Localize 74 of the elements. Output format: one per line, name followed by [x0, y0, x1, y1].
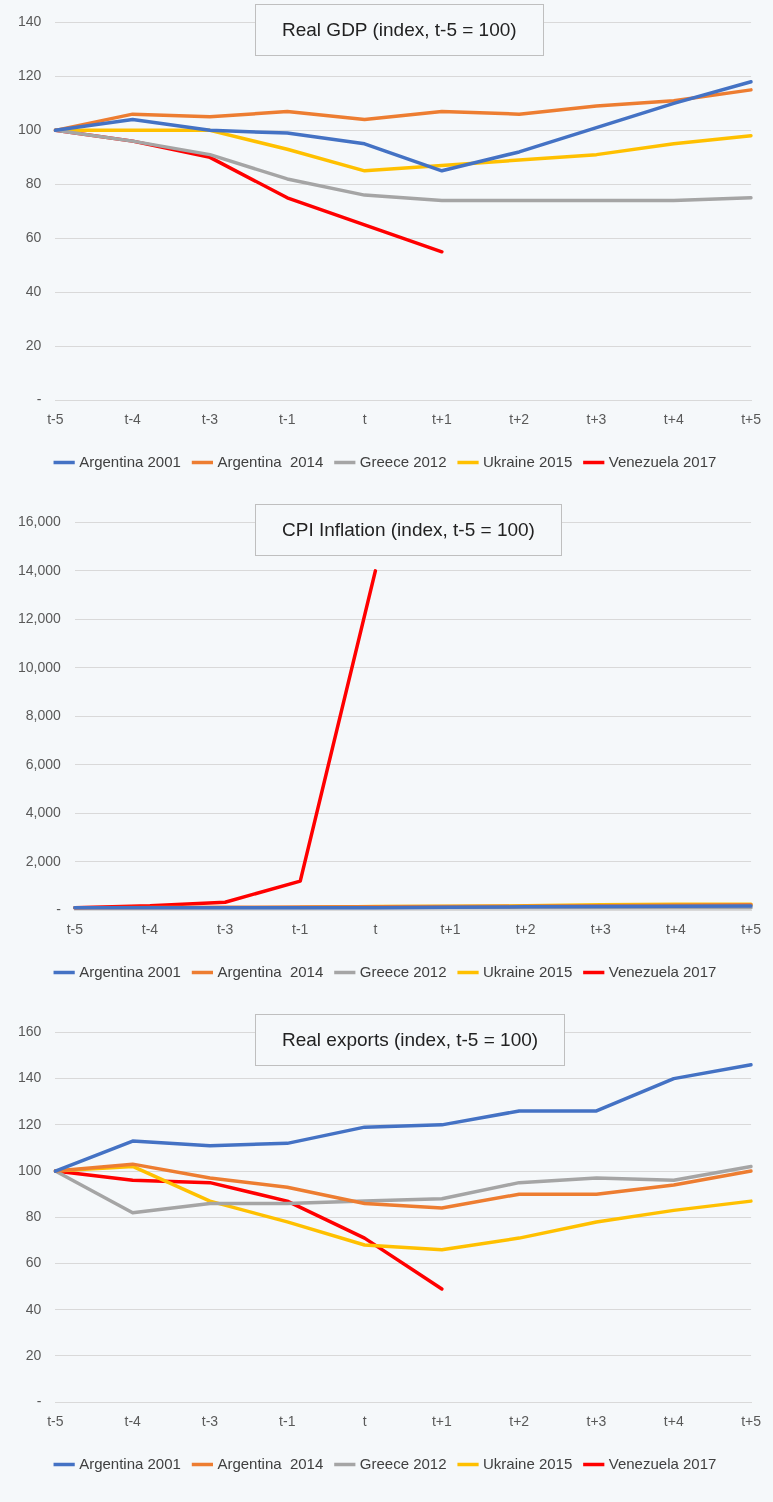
legend-label: Ukraine 2015 — [483, 452, 573, 470]
y-tick-label: 4,000 — [25, 804, 62, 821]
y-tick-label: 60 — [25, 229, 42, 246]
x-tick-label: t+1 — [431, 1413, 452, 1430]
legend-label: Ukraine 2015 — [483, 1454, 573, 1472]
y-tick-label: 10,000 — [17, 658, 62, 675]
x-tick-label: t+4 — [663, 411, 684, 428]
y-tick-label: 8,000 — [25, 707, 62, 724]
legend-label: Argentina 2014 — [217, 1454, 324, 1472]
y-tick-label: 40 — [25, 283, 42, 300]
y-tick-label: 16,000 — [17, 513, 62, 530]
x-tick-label: t+2 — [509, 1413, 530, 1430]
x-tick-label: t-1 — [292, 921, 309, 938]
x-tick-label: t — [373, 921, 378, 938]
x-tick-label: t+2 — [515, 921, 536, 938]
legend-label: Argentina 2001 — [79, 1454, 181, 1472]
x-tick-label: t+3 — [590, 921, 611, 938]
x-tick-label: t-5 — [47, 1413, 64, 1430]
x-tick-label: t+5 — [741, 411, 762, 428]
x-tick-label: t+5 — [741, 921, 762, 938]
x-tick-label: t-1 — [279, 411, 296, 428]
x-tick-label: t-5 — [47, 411, 64, 428]
x-tick-label: t+3 — [586, 411, 607, 428]
legend-label: Greece 2012 — [359, 962, 447, 980]
x-tick-label: t-1 — [279, 1413, 296, 1430]
legend-label: Venezuela 2017 — [608, 1454, 717, 1472]
y-tick-label: 2,000 — [25, 852, 62, 869]
x-tick-label: t+3 — [586, 1413, 607, 1430]
y-tick-label: 160 — [18, 1023, 42, 1040]
y-tick-label: 120 — [18, 1115, 42, 1132]
x-tick-label: t-4 — [141, 921, 159, 938]
y-tick-label: 20 — [25, 337, 42, 354]
x-tick-label: t-3 — [216, 921, 234, 938]
chart-title: CPI Inflation (index, t-5 = 100) — [255, 504, 562, 556]
y-tick-label: 100 — [18, 121, 42, 138]
x-tick-label: t+4 — [663, 1413, 684, 1430]
x-tick-label: t — [362, 1413, 367, 1430]
legend-label: Argentina 2001 — [79, 452, 181, 470]
y-tick-label: - — [36, 391, 42, 408]
y-tick-label: 100 — [18, 1161, 42, 1178]
y-tick-label: 20 — [25, 1346, 42, 1363]
x-tick-label: t+2 — [509, 411, 530, 428]
y-tick-label: 80 — [25, 175, 42, 192]
y-tick-label: 12,000 — [17, 610, 62, 627]
y-tick-label: - — [36, 1393, 42, 1410]
x-tick-label: t-3 — [201, 1413, 219, 1430]
y-tick-label: - — [56, 901, 62, 918]
x-tick-label: t-3 — [201, 411, 219, 428]
chart-title: Real exports (index, t-5 = 100) — [255, 1014, 566, 1066]
y-tick-label: 140 — [18, 13, 42, 30]
x-tick-label: t+1 — [440, 921, 461, 938]
chart-title: Real GDP (index, t-5 = 100) — [255, 4, 544, 56]
legend-label: Argentina 2014 — [217, 962, 324, 980]
x-tick-label: t+5 — [741, 1413, 762, 1430]
x-tick-label: t-4 — [124, 1413, 142, 1430]
x-tick-label: t+4 — [666, 921, 687, 938]
y-tick-label: 140 — [18, 1069, 42, 1086]
y-tick-label: 120 — [18, 67, 42, 84]
legend-label: Ukraine 2015 — [483, 962, 573, 980]
y-tick-label: 40 — [25, 1300, 42, 1317]
x-tick-label: t — [362, 411, 367, 428]
x-tick-label: t-4 — [124, 411, 142, 428]
x-tick-label: t-5 — [66, 921, 84, 938]
legend-label: Venezuela 2017 — [608, 452, 717, 470]
y-tick-label: 80 — [25, 1208, 42, 1225]
y-tick-label: 6,000 — [25, 755, 62, 772]
legend-label: Argentina 2001 — [79, 962, 181, 980]
x-tick-label: t+1 — [431, 411, 452, 428]
legend-label: Greece 2012 — [359, 1454, 447, 1472]
y-tick-label: 14,000 — [17, 561, 62, 578]
legend-label: Greece 2012 — [359, 452, 447, 470]
y-tick-label: 60 — [25, 1254, 42, 1271]
legend-label: Argentina 2014 — [217, 452, 324, 470]
legend-label: Venezuela 2017 — [608, 962, 717, 980]
